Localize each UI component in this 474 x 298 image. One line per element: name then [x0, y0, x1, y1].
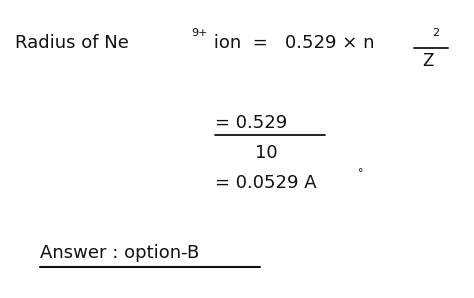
Text: 2: 2: [432, 28, 439, 38]
Text: Z: Z: [422, 52, 434, 70]
Text: 9+: 9+: [191, 28, 208, 38]
Text: = 0.529: = 0.529: [215, 114, 287, 132]
Text: Radius of Ne: Radius of Ne: [15, 34, 129, 52]
Text: = 0.0529 A: = 0.0529 A: [215, 174, 317, 192]
Text: Answer : option-B: Answer : option-B: [40, 244, 199, 262]
Text: °: °: [358, 168, 364, 178]
Text: ion  =   0.529 × n: ion = 0.529 × n: [208, 34, 374, 52]
Text: 10: 10: [255, 144, 278, 162]
